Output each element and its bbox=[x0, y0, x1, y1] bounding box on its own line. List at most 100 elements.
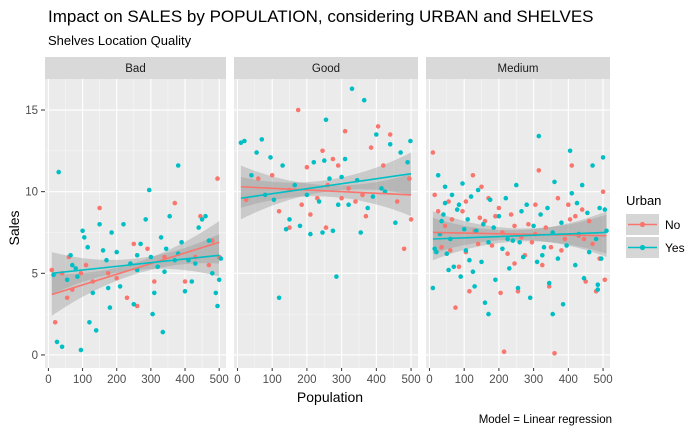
data-point-no bbox=[308, 212, 313, 217]
data-point-yes bbox=[323, 117, 329, 123]
data-point-yes bbox=[339, 174, 344, 180]
y-axis-title: Sales bbox=[6, 210, 22, 245]
data-point-yes bbox=[75, 274, 80, 279]
data-point-yes bbox=[573, 262, 578, 268]
facet-panel-bad: Bad 0 100 200 300 400 500 bbox=[45, 57, 229, 386]
data-point-yes bbox=[365, 205, 371, 211]
x-tick-label: 500 bbox=[210, 374, 229, 386]
data-point-yes bbox=[179, 240, 184, 245]
legend-item-no: No bbox=[626, 214, 681, 235]
data-point-yes bbox=[408, 138, 413, 144]
data-point-yes bbox=[546, 280, 552, 286]
chart-subtitle: Shelves Location Quality bbox=[48, 33, 192, 48]
data-point-yes bbox=[107, 305, 113, 310]
y-tick-label: 15 bbox=[25, 105, 38, 117]
data-point-no bbox=[105, 271, 111, 276]
data-point-yes bbox=[507, 266, 512, 271]
data-point-yes bbox=[486, 311, 491, 317]
data-point-no bbox=[512, 261, 517, 266]
facet-panel-medium: Medium 0 100 200 300 400 500 bbox=[426, 57, 613, 386]
data-point-yes bbox=[152, 290, 157, 296]
facet-strip-label: Medium bbox=[498, 63, 539, 75]
data-point-no bbox=[456, 264, 462, 270]
data-point-no bbox=[269, 173, 275, 178]
data-point-yes bbox=[54, 339, 60, 345]
data-point-yes bbox=[155, 264, 160, 270]
data-point-yes bbox=[280, 163, 285, 168]
data-point-yes bbox=[505, 236, 510, 242]
data-point-yes bbox=[206, 238, 212, 243]
data-point-yes bbox=[534, 259, 540, 265]
data-point-yes bbox=[503, 195, 509, 201]
data-point-no bbox=[470, 173, 476, 178]
data-point-no bbox=[498, 290, 503, 296]
x-tick-label: 0 bbox=[426, 374, 432, 386]
data-point-yes bbox=[405, 160, 410, 165]
data-point-no bbox=[368, 145, 374, 150]
data-point-yes bbox=[334, 274, 339, 279]
data-point-yes bbox=[600, 155, 606, 160]
panel-background bbox=[45, 79, 226, 368]
data-point-yes bbox=[160, 329, 166, 335]
data-point-yes bbox=[316, 199, 322, 204]
data-point-yes bbox=[297, 223, 303, 229]
facet-strip-label: Bad bbox=[125, 63, 145, 75]
data-point-no bbox=[394, 199, 400, 204]
data-point-yes bbox=[330, 228, 336, 234]
data-point-yes bbox=[90, 290, 96, 296]
data-point-yes bbox=[479, 259, 484, 265]
data-point-no bbox=[330, 156, 336, 162]
data-point-yes bbox=[574, 200, 580, 206]
data-point-yes bbox=[567, 148, 573, 154]
data-point-yes bbox=[73, 266, 78, 271]
data-point-yes bbox=[493, 277, 498, 283]
data-point-no bbox=[363, 213, 369, 219]
data-point-yes bbox=[109, 230, 114, 235]
data-point-no bbox=[467, 289, 472, 294]
data-point-yes bbox=[524, 202, 529, 207]
data-point-yes bbox=[213, 290, 219, 296]
data-point-yes bbox=[441, 212, 446, 217]
data-point-yes bbox=[458, 274, 464, 279]
data-point-no bbox=[342, 128, 348, 134]
data-point-no bbox=[401, 246, 407, 252]
data-point-yes bbox=[486, 240, 491, 245]
data-point-yes bbox=[276, 295, 282, 301]
data-point-yes bbox=[114, 249, 119, 255]
data-point-yes bbox=[349, 86, 355, 92]
data-point-no bbox=[602, 277, 608, 283]
data-point-yes bbox=[564, 243, 569, 248]
x-tick-label: 500 bbox=[401, 374, 420, 386]
data-point-yes bbox=[515, 285, 521, 291]
y-tick-label: 5 bbox=[32, 268, 38, 280]
data-point-yes bbox=[215, 303, 220, 309]
data-point-yes bbox=[283, 226, 289, 232]
data-point-no bbox=[463, 199, 469, 204]
data-point-no bbox=[145, 246, 150, 252]
data-point-no bbox=[435, 209, 441, 214]
data-point-yes bbox=[599, 256, 604, 261]
data-point-yes bbox=[105, 285, 111, 291]
data-point-yes bbox=[148, 254, 154, 260]
data-point-no bbox=[533, 202, 538, 207]
data-point-yes bbox=[78, 347, 84, 353]
data-point-no bbox=[489, 243, 495, 248]
x-tick-label: 400 bbox=[559, 374, 578, 386]
data-point-yes bbox=[322, 158, 327, 163]
data-point-no bbox=[353, 199, 358, 204]
legend-title: Urban bbox=[626, 193, 661, 208]
data-point-no bbox=[536, 168, 542, 173]
data-point-yes bbox=[387, 142, 393, 147]
data-point-no bbox=[323, 225, 329, 230]
data-point-yes bbox=[216, 277, 222, 283]
data-point-no bbox=[346, 186, 351, 191]
data-point-no bbox=[515, 289, 521, 294]
data-point-yes bbox=[93, 328, 99, 333]
data-point-yes bbox=[218, 256, 224, 261]
data-point-yes bbox=[559, 220, 564, 225]
data-point-yes bbox=[134, 253, 140, 258]
data-point-no bbox=[215, 176, 220, 181]
data-point-no bbox=[543, 225, 549, 230]
x-tick-label: 300 bbox=[332, 374, 351, 386]
data-point-yes bbox=[586, 249, 592, 255]
